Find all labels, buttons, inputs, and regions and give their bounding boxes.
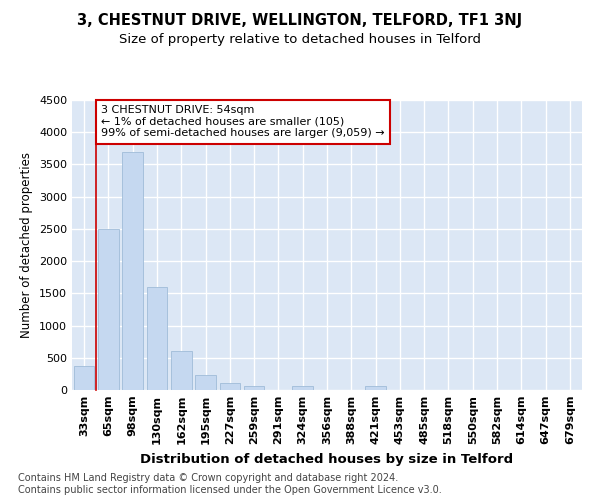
Bar: [98, 229, 119, 390]
Bar: [365, 386, 386, 390]
Bar: [220, 383, 240, 390]
Bar: [74, 366, 94, 390]
Bar: [292, 386, 313, 390]
Text: Size of property relative to detached houses in Telford: Size of property relative to detached ho…: [119, 32, 481, 46]
X-axis label: Distribution of detached houses by size in Telford: Distribution of detached houses by size …: [140, 452, 514, 466]
Bar: [195, 374, 216, 390]
Bar: [146, 287, 167, 390]
Text: Contains HM Land Registry data © Crown copyright and database right 2024.
Contai: Contains HM Land Registry data © Crown c…: [18, 474, 442, 495]
Y-axis label: Number of detached properties: Number of detached properties: [20, 152, 34, 338]
Text: 3, CHESTNUT DRIVE, WELLINGTON, TELFORD, TF1 3NJ: 3, CHESTNUT DRIVE, WELLINGTON, TELFORD, …: [77, 12, 523, 28]
Bar: [244, 386, 265, 390]
Bar: [171, 352, 191, 390]
Bar: [122, 152, 143, 390]
Text: 3 CHESTNUT DRIVE: 54sqm
← 1% of detached houses are smaller (105)
99% of semi-de: 3 CHESTNUT DRIVE: 54sqm ← 1% of detached…: [101, 105, 385, 138]
